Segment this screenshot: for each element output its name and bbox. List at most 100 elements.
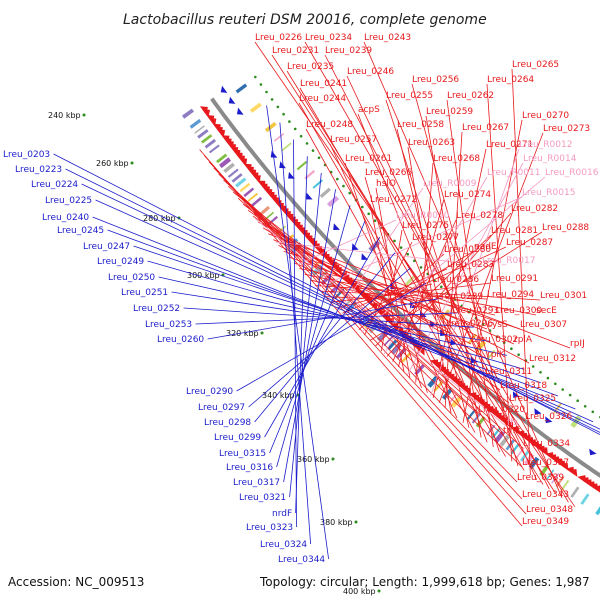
- forward-leader-line: [363, 41, 563, 498]
- reverse-leader-line: [95, 199, 594, 423]
- forward-leader-line: [324, 54, 550, 490]
- label-leader-lines: [53, 41, 600, 560]
- reverse-gene-label: Lreu_0321: [239, 493, 286, 503]
- forward-leader-line: [375, 234, 492, 347]
- forward-leader-line: [262, 227, 488, 360]
- reverse-gene-label: Lreu_0253: [145, 320, 192, 330]
- reverse-gene-arrow: [305, 192, 313, 200]
- forward-leader-line: [353, 250, 475, 325]
- scale-tick-dot: [342, 184, 345, 188]
- forward-gene-label: Lreu_0278: [456, 211, 503, 221]
- reverse-gene-block: [570, 415, 582, 428]
- forward-gene-block: [466, 409, 477, 420]
- reverse-gene-arrow: [288, 171, 295, 179]
- forward-gene-label: Lreu_0281: [491, 226, 538, 236]
- forward-gene-label: secE: [536, 306, 557, 316]
- scale-tick-dot: [293, 127, 297, 131]
- scale-label: 340 kbp: [262, 391, 295, 400]
- forward-gene-label: Lreu_0248: [306, 120, 353, 130]
- forward-gene-label: Lreu_0293: [452, 306, 499, 316]
- forward-gene-label: Lreu_0243: [364, 33, 411, 43]
- scale-label: 360 kbp: [297, 455, 330, 464]
- reverse-leader-line: [279, 122, 311, 545]
- forward-gene-label: Lreu_0231: [272, 46, 319, 56]
- forward-gene-label: Lreu_0241: [300, 79, 347, 89]
- forward-leader-line: [364, 241, 413, 336]
- forward-gene-block: [251, 196, 263, 207]
- forward-gene-block: [505, 439, 515, 451]
- scale-tick-dot: [270, 98, 274, 101]
- forward-gene-label: Lreu_0226: [255, 33, 302, 43]
- reverse-leader-line: [254, 252, 396, 423]
- map-title: Lactobacillus reuteri DSM 20016, complet…: [123, 12, 487, 28]
- forward-gene-label: Lreu_0263: [408, 138, 455, 148]
- rna-gene-label: ffs: [507, 418, 518, 428]
- reverse-leader-line: [289, 172, 322, 498]
- reverse-gene-block: [281, 142, 292, 152]
- reverse-gene-block: [264, 121, 277, 133]
- forward-leader-line: [396, 128, 470, 428]
- reverse-leader-line: [266, 105, 329, 560]
- rna-gene-label: Lreu_R0011: [487, 168, 540, 178]
- scale-tick-dot: [561, 388, 564, 391]
- forward-gene-label: Lreu_0296: [446, 319, 493, 329]
- scale-tick-dot: [299, 134, 303, 138]
- scale-label: 320 kbp: [226, 329, 259, 338]
- forward-gene-block: [231, 173, 243, 183]
- forward-gene-label: Lreu_0326: [525, 412, 572, 422]
- forward-gene-label: Lreu_0261: [345, 154, 392, 164]
- scale-tick-dot: [591, 410, 595, 414]
- reverse-gene-arrow: [333, 223, 340, 230]
- forward-gene-label: Lreu_0301: [540, 291, 587, 301]
- forward-gene-label: Lreu_0234: [305, 33, 352, 43]
- reverse-gene-arrow: [534, 408, 542, 415]
- reverse-leader-line: [276, 205, 351, 468]
- forward-gene-block: [499, 434, 510, 447]
- reverse-gene-label: Lreu_0252: [133, 304, 180, 314]
- forward-leader-line: [293, 262, 447, 329]
- topology-label: Topology: circular; Length: 1,999,618 bp…: [259, 575, 590, 589]
- reverse-leader-line: [248, 267, 411, 408]
- scale-tick-dot: [265, 90, 268, 94]
- rna-leader-line: [254, 218, 508, 428]
- forward-gene-arrow: [430, 359, 438, 368]
- reverse-gene-label: Lreu_0315: [219, 449, 266, 459]
- forward-gene-label: Lreu_0273: [543, 124, 590, 134]
- forward-gene-block: [595, 506, 600, 516]
- scale-tick-dot: [260, 331, 264, 335]
- forward-gene-label: Lreu_0265: [512, 60, 559, 70]
- forward-gene-label: Lreu_0282: [511, 204, 558, 214]
- forward-gene-block: [450, 395, 462, 408]
- rna-gene-label: Lreu_R0016: [545, 168, 599, 178]
- reverse-gene-block: [249, 102, 262, 113]
- scale-tick-dot: [576, 399, 579, 403]
- reverse-gene-block: [327, 195, 339, 208]
- forward-leader-line: [299, 87, 525, 471]
- scale-tick-dot: [82, 113, 86, 117]
- forward-gene-label: Lreu_0266: [365, 168, 412, 178]
- rna-gene-label: Lreu_R0012: [519, 140, 572, 150]
- forward-leader-line: [286, 70, 544, 485]
- scale-label: 260 kbp: [96, 159, 129, 168]
- forward-gene-block: [441, 388, 453, 400]
- forward-leader-line: [386, 212, 512, 357]
- forward-leader-line: [278, 245, 472, 345]
- reverse-leader-line: [283, 189, 336, 483]
- reverse-gene-label: Lreu_0317: [233, 478, 280, 488]
- reverse-gene-label: Lreu_0225: [45, 196, 92, 206]
- scale-tick-dot: [406, 252, 410, 256]
- forward-gene-label: Lreu_0287: [506, 238, 553, 248]
- forward-gene-block: [235, 177, 247, 188]
- rna-gene-label: Lreu_R0015: [522, 188, 575, 198]
- scale-tick-dot: [554, 382, 557, 386]
- forward-gene-block: [194, 125, 205, 134]
- reverse-gene-arrow: [361, 253, 369, 260]
- forward-gene-block: [395, 347, 407, 359]
- scale-ticks: 240 kbp 260 kbp 280 kbp 300 kbp 320 kbp 340 k…: [48, 75, 600, 596]
- reverse-leader-line: [81, 183, 600, 430]
- forward-gene-arrow: [199, 106, 208, 115]
- forward-gene-label: Lreu_0349: [522, 517, 569, 527]
- forward-gene-label: Lreu_0280: [444, 245, 491, 255]
- reverse-leader-line: [264, 237, 381, 438]
